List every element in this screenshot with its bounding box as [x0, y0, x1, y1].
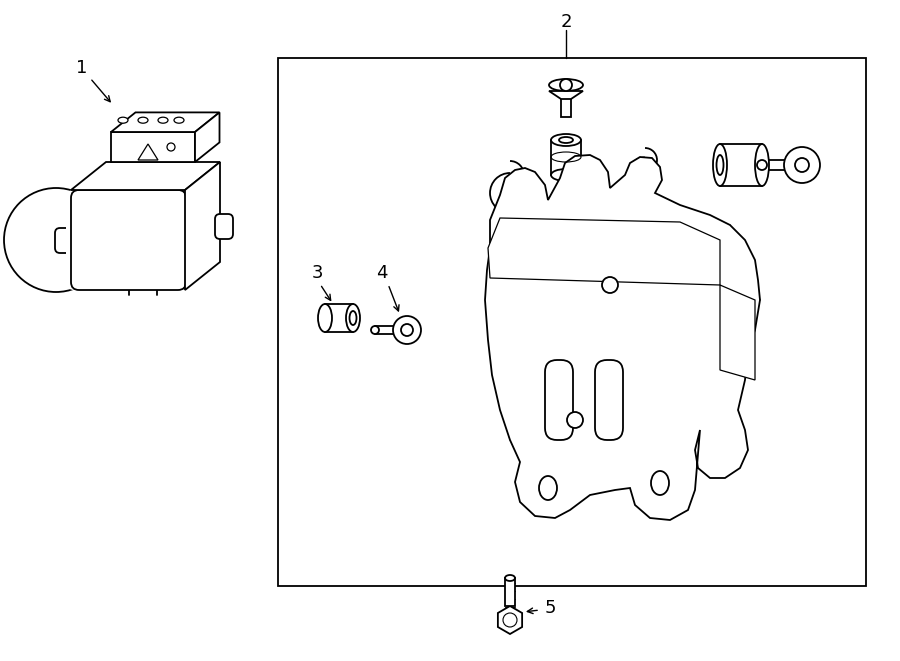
Text: 2: 2 — [560, 13, 572, 31]
Ellipse shape — [549, 79, 583, 91]
Ellipse shape — [158, 117, 168, 123]
Polygon shape — [111, 112, 220, 132]
Ellipse shape — [138, 117, 148, 123]
Ellipse shape — [346, 304, 360, 332]
Circle shape — [560, 79, 572, 91]
Polygon shape — [498, 606, 522, 634]
Ellipse shape — [174, 117, 184, 123]
FancyBboxPatch shape — [215, 214, 233, 239]
Ellipse shape — [118, 117, 128, 123]
FancyBboxPatch shape — [66, 190, 191, 290]
Ellipse shape — [651, 471, 669, 495]
Polygon shape — [71, 162, 220, 190]
Circle shape — [503, 613, 517, 627]
Polygon shape — [561, 91, 571, 117]
Polygon shape — [185, 162, 220, 290]
Polygon shape — [485, 155, 760, 520]
Ellipse shape — [349, 311, 356, 325]
Ellipse shape — [505, 575, 515, 581]
FancyBboxPatch shape — [71, 190, 186, 290]
Circle shape — [4, 188, 108, 292]
Ellipse shape — [393, 316, 421, 344]
Ellipse shape — [539, 476, 557, 500]
Ellipse shape — [551, 134, 581, 146]
Text: 3: 3 — [311, 264, 323, 282]
Bar — [278, 58, 866, 586]
Polygon shape — [138, 144, 158, 160]
Circle shape — [602, 277, 618, 293]
FancyBboxPatch shape — [595, 360, 623, 440]
Text: 5: 5 — [544, 599, 556, 617]
Polygon shape — [720, 285, 755, 380]
Polygon shape — [111, 132, 195, 162]
Ellipse shape — [755, 144, 769, 186]
Polygon shape — [488, 218, 720, 285]
Ellipse shape — [401, 324, 413, 336]
Polygon shape — [549, 91, 583, 99]
Ellipse shape — [371, 326, 379, 334]
FancyBboxPatch shape — [55, 228, 73, 253]
Ellipse shape — [757, 160, 767, 170]
Ellipse shape — [318, 304, 332, 332]
Ellipse shape — [716, 155, 724, 175]
FancyBboxPatch shape — [545, 360, 573, 440]
Circle shape — [167, 143, 175, 151]
Ellipse shape — [559, 137, 573, 143]
Ellipse shape — [551, 169, 581, 181]
Ellipse shape — [795, 158, 809, 172]
Ellipse shape — [784, 147, 820, 183]
Text: 4: 4 — [376, 264, 388, 282]
Circle shape — [567, 412, 583, 428]
Polygon shape — [195, 112, 220, 162]
Text: 1: 1 — [76, 59, 87, 77]
Ellipse shape — [713, 144, 727, 186]
Bar — [505, 578, 515, 606]
